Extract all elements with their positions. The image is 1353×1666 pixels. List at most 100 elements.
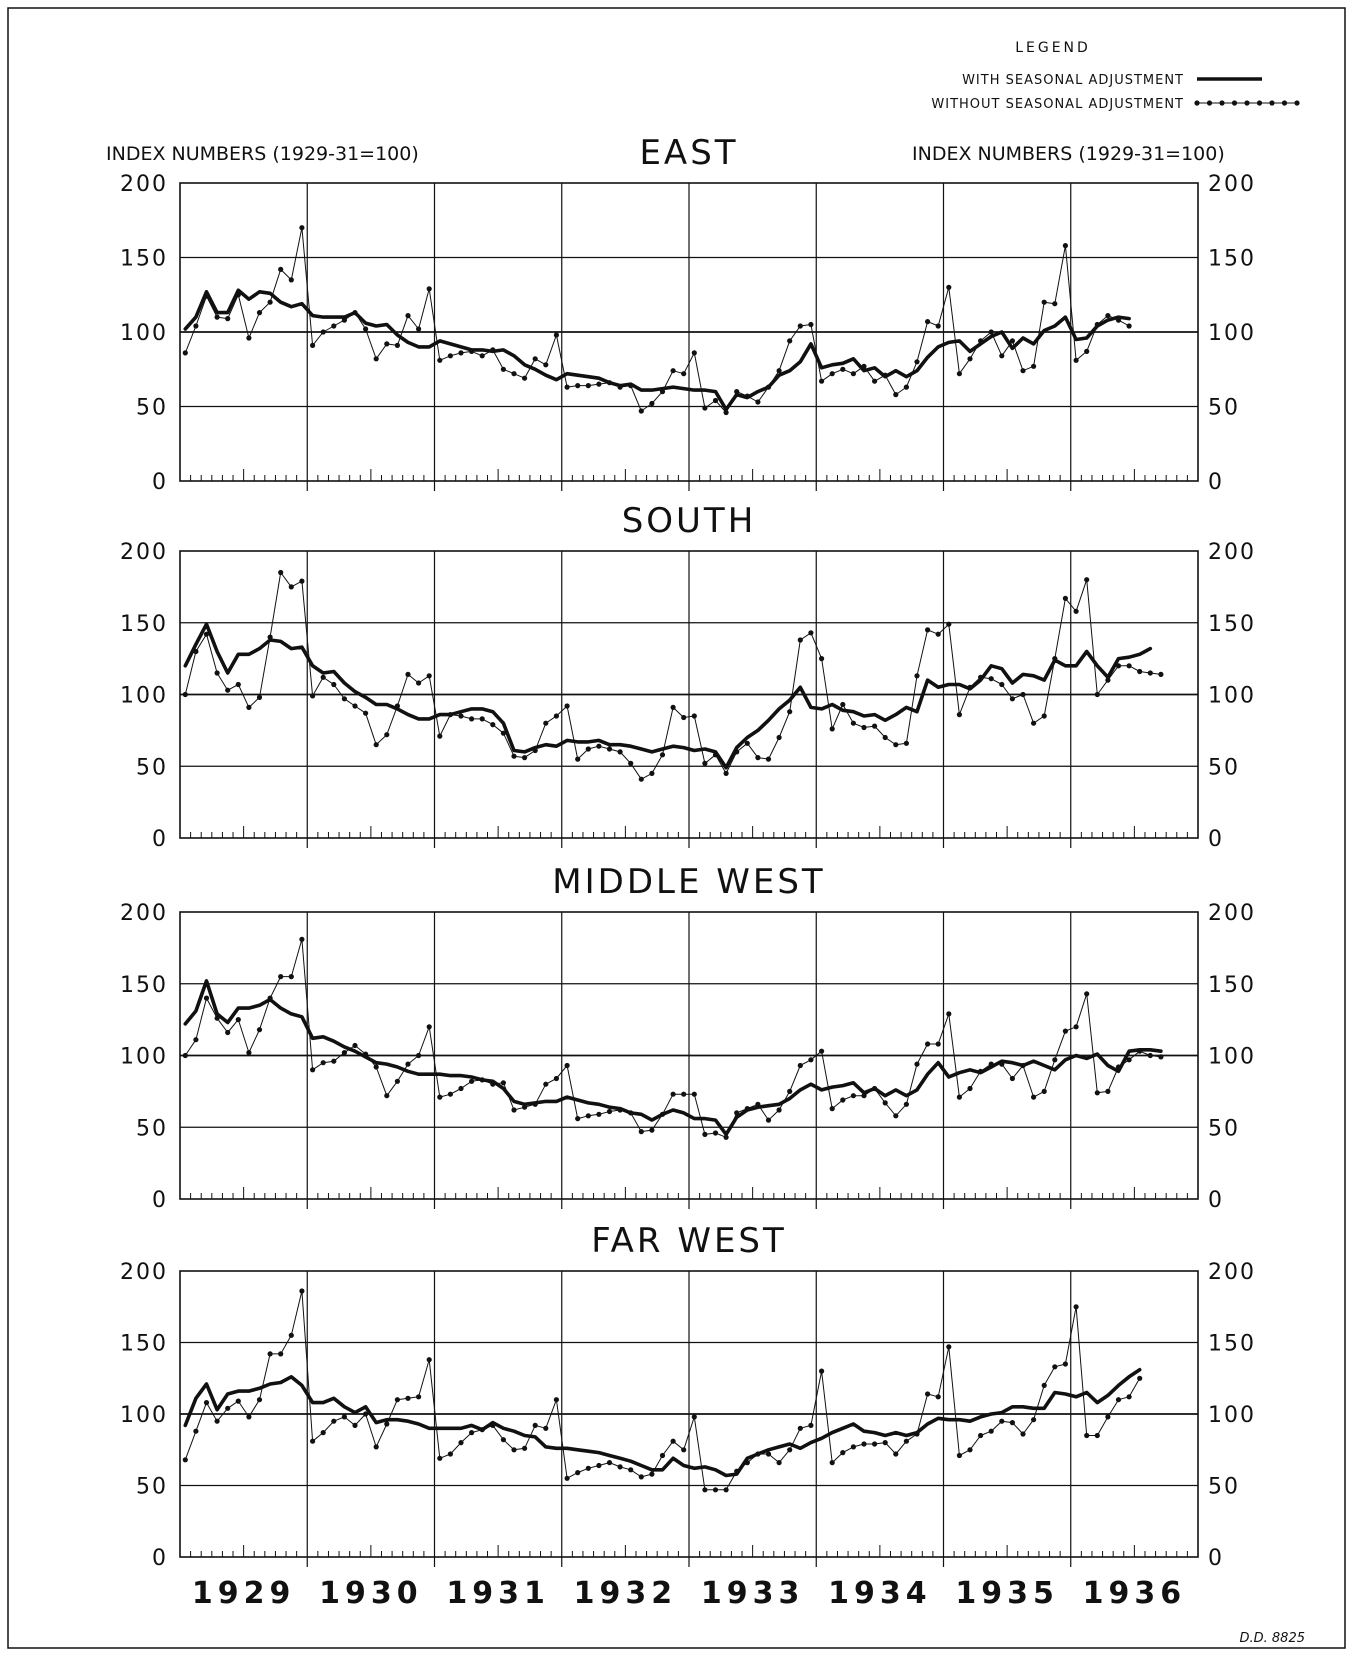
data-point-unadjusted: [681, 1091, 687, 1097]
data-point-unadjusted: [1062, 1361, 1068, 1367]
data-point-unadjusted: [182, 350, 188, 356]
y-tick-label-right: 50: [1208, 1116, 1240, 1141]
data-point-unadjusted: [1094, 321, 1100, 328]
data-point-unadjusted: [575, 1116, 581, 1122]
data-point-unadjusted: [893, 742, 899, 748]
data-point-unadjusted: [638, 1474, 644, 1480]
data-point-unadjusted: [235, 1398, 241, 1404]
data-point-unadjusted: [384, 732, 390, 738]
data-point-unadjusted: [978, 1432, 984, 1439]
data-point-unadjusted: [553, 1075, 560, 1082]
data-point-unadjusted: [628, 1467, 634, 1473]
data-point-unadjusted: [712, 752, 719, 758]
data-point-unadjusted: [808, 1057, 814, 1063]
data-point-unadjusted: [734, 1468, 740, 1474]
legend-dot: [1231, 100, 1238, 106]
y-tick-label-right: 50: [1208, 396, 1240, 421]
data-point-unadjusted: [575, 383, 581, 389]
data-point-unadjusted: [1084, 348, 1090, 354]
data-point-unadjusted: [511, 753, 517, 759]
data-point-unadjusted: [967, 684, 973, 690]
data-point-unadjusted: [1105, 1414, 1111, 1420]
data-point-unadjusted: [363, 710, 369, 716]
data-point-unadjusted: [596, 381, 602, 387]
y-tick-label-right: 100: [1208, 321, 1256, 346]
data-point-unadjusted: [193, 1037, 199, 1043]
data-point-unadjusted: [935, 1041, 941, 1047]
data-point-unadjusted: [946, 621, 952, 627]
data-point-unadjusted: [214, 1015, 220, 1021]
data-point-unadjusted: [628, 760, 634, 767]
data-point-unadjusted: [384, 341, 390, 347]
data-point-unadjusted: [320, 1060, 326, 1066]
data-point-unadjusted: [872, 1085, 878, 1092]
legend-title: LEGEND: [1015, 40, 1091, 56]
data-point-unadjusted: [235, 1017, 241, 1023]
y-tick-label-left: 0: [152, 1188, 168, 1213]
data-point-unadjusted: [585, 1465, 591, 1471]
data-point-unadjusted: [363, 1411, 369, 1417]
data-point-unadjusted: [808, 630, 814, 636]
data-point-unadjusted: [246, 1414, 252, 1420]
data-point-unadjusted: [765, 1117, 772, 1123]
data-point-unadjusted: [765, 1451, 772, 1457]
y-tick-label-right: 0: [1208, 1546, 1224, 1571]
data-point-unadjusted: [1009, 696, 1016, 702]
data-point-unadjusted: [447, 712, 453, 718]
legend-dot: [1219, 100, 1225, 106]
y-tick-label-left: 100: [120, 321, 168, 346]
data-point-unadjusted: [617, 1464, 623, 1470]
data-point-unadjusted: [649, 770, 655, 777]
data-point-unadjusted: [638, 408, 644, 414]
data-point-unadjusted: [1009, 338, 1016, 344]
data-point-unadjusted: [776, 368, 782, 374]
panel-far-west: FAR WEST 0 0 50 50 100 100 150 150 200 200: [120, 1221, 1254, 1571]
data-point-unadjusted: [299, 936, 305, 942]
data-point-unadjusted: [437, 733, 443, 739]
data-point-unadjusted: [723, 409, 729, 416]
y-axis-label-right: INDEX NUMBERS (1929-31=100): [912, 143, 1225, 165]
data-point-unadjusted: [840, 1097, 846, 1103]
data-point-unadjusted: [246, 335, 252, 341]
data-point-unadjusted: [606, 380, 613, 386]
data-point-unadjusted: [225, 1405, 231, 1411]
data-point-unadjusted: [999, 353, 1005, 359]
reference-note: D.D. 8825: [1239, 1631, 1305, 1646]
data-point-unadjusted: [925, 319, 931, 325]
data-point-unadjusted: [1031, 363, 1037, 369]
data-point-unadjusted: [278, 569, 284, 576]
data-point-unadjusted: [914, 1431, 920, 1437]
data-point-unadjusted: [288, 1332, 294, 1338]
data-point-unadjusted: [553, 1397, 560, 1403]
y-tick-label-left: 100: [120, 1403, 168, 1428]
data-point-unadjusted: [797, 1425, 803, 1431]
data-point-unadjusted: [193, 648, 199, 655]
data-point-unadjusted: [988, 329, 994, 335]
data-point-unadjusted: [1020, 1062, 1026, 1069]
data-point-unadjusted: [256, 310, 263, 316]
data-point-unadjusted: [553, 332, 560, 338]
data-point-unadjusted: [617, 384, 623, 390]
y-tick-label-right: 200: [1208, 901, 1256, 926]
y-tick-label-left: 0: [152, 827, 168, 852]
data-point-unadjusted: [755, 1451, 761, 1457]
data-point-unadjusted: [500, 1437, 506, 1443]
data-point-unadjusted: [267, 1351, 273, 1357]
data-point-unadjusted: [1126, 323, 1132, 329]
data-point-unadjusted: [532, 747, 538, 754]
y-tick-label-right: 50: [1208, 1475, 1240, 1500]
data-point-unadjusted: [341, 1050, 347, 1056]
data-point-unadjusted: [596, 1462, 602, 1469]
data-point-unadjusted: [819, 1368, 825, 1374]
data-point-unadjusted: [946, 284, 952, 290]
data-point-unadjusted: [850, 371, 857, 377]
data-point-unadjusted: [1031, 720, 1037, 726]
data-point-unadjusted: [744, 393, 750, 399]
data-point-unadjusted: [681, 371, 687, 377]
data-point-unadjusted: [978, 338, 984, 344]
data-point-unadjusted: [341, 696, 347, 702]
data-point-unadjusted: [352, 703, 358, 709]
data-point-unadjusted: [670, 368, 676, 374]
data-point-unadjusted: [522, 1104, 528, 1110]
data-point-unadjusted: [787, 1447, 793, 1453]
